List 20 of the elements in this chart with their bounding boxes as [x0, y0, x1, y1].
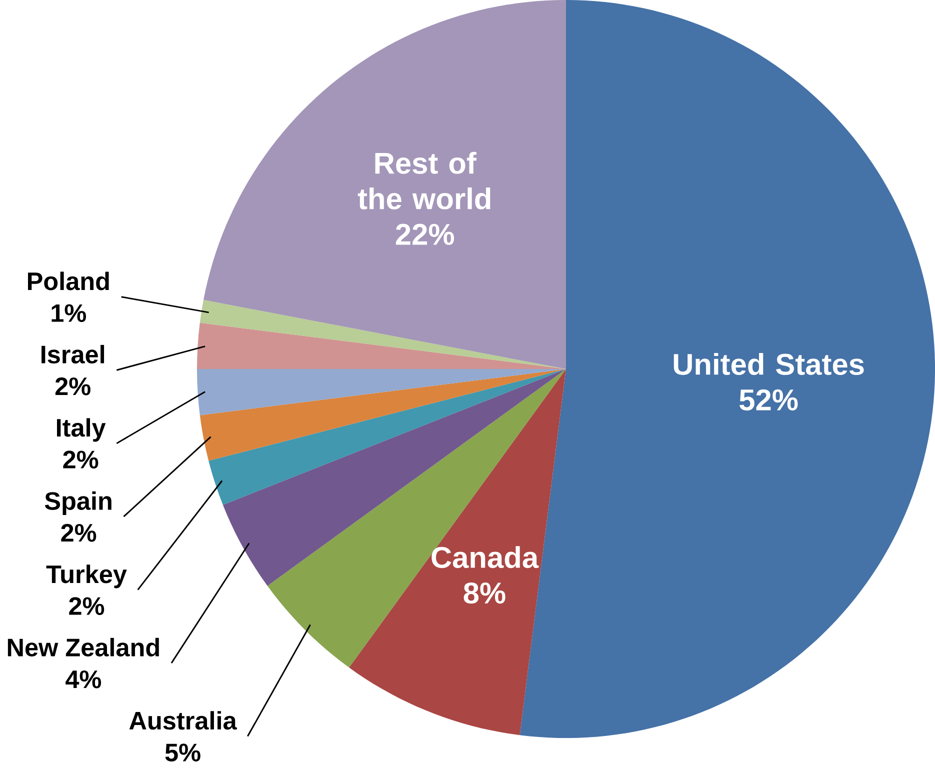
data-label: 22% [396, 224, 454, 246]
data-label: 2% [55, 378, 90, 396]
data-label: 5% [165, 744, 200, 762]
data-label: 8% [464, 582, 506, 604]
slice-label: New Zealand [8, 638, 159, 657]
data-label: 4% [66, 670, 102, 688]
data-label: 52% [740, 389, 798, 411]
data-label: 2% [69, 597, 104, 616]
data-label: 2% [61, 524, 96, 542]
slice-label: Canada [432, 546, 539, 568]
slice-label: Rest of the world [358, 152, 490, 210]
slice-label: Italy [57, 418, 106, 442]
slice-label: Israel [42, 345, 104, 364]
slice-label: Australia [129, 711, 237, 730]
slice-label: Turkey [46, 564, 127, 588]
slice-label: United States [674, 353, 864, 376]
data-label: 2% [63, 450, 98, 469]
data-label: 1% [52, 304, 86, 322]
slice-label: Poland [28, 272, 109, 290]
slice-label: Spain [44, 492, 112, 516]
